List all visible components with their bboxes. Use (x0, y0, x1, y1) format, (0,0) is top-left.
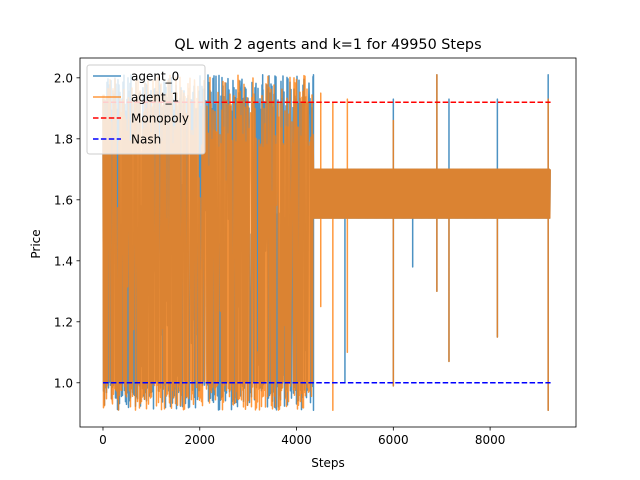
x-tick-label: 2000 (184, 433, 215, 447)
plot-area (102, 74, 551, 411)
y-tick-label: 1.2 (54, 315, 73, 329)
y-tick-label: 1.0 (54, 376, 73, 390)
y-tick-label: 2.0 (54, 71, 73, 85)
x-tick-label: 4000 (281, 433, 312, 447)
series-line-agent-1 (102, 74, 551, 411)
axes: 0 2000 4000 6000 8000 1.0 1.2 1.4 1.6 1.8 2.0 (54, 57, 577, 447)
x-tick-label: 0 (99, 433, 107, 447)
y-tick-label: 1.6 (54, 193, 73, 207)
y-tick-label: 1.8 (54, 132, 73, 146)
chart-title: QL with 2 agents and k=1 for 49950 Steps (174, 37, 481, 53)
legend-label-agent-0: agent_0 (131, 70, 179, 84)
legend-label-nash: Nash (131, 133, 161, 147)
legend-box (86, 64, 206, 155)
y-axis-label: Price (29, 229, 43, 258)
legend: agent_0 agent_1 Monopoly Nash (86, 64, 206, 155)
y-tick-label: 1.4 (54, 254, 73, 268)
x-axis-label: Steps (311, 456, 345, 470)
legend-label-agent-1: agent_1 (131, 91, 179, 105)
legend-label-monopoly: Monopoly (131, 112, 189, 126)
x-tick-label: 8000 (475, 433, 506, 447)
axes-frame (79, 57, 577, 428)
x-tick-label: 6000 (378, 433, 409, 447)
